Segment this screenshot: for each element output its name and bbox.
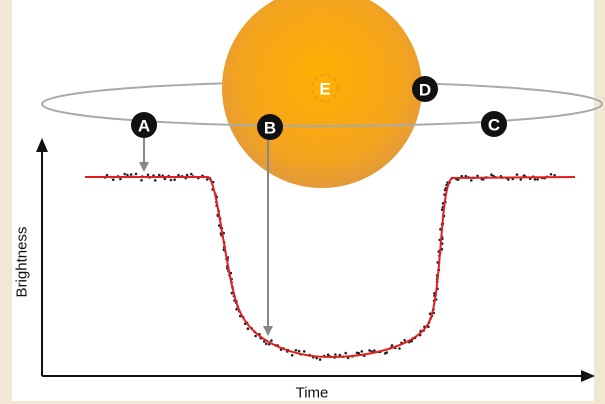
measurement-dot	[112, 178, 115, 181]
measurement-dot	[123, 173, 126, 176]
measurement-dot	[391, 344, 394, 347]
measurement-dot	[170, 179, 173, 182]
measurement-dot	[173, 178, 176, 181]
measurement-dot	[130, 173, 133, 176]
measurement-dot	[368, 349, 371, 352]
point-e-label: E	[319, 80, 330, 99]
measurement-dot	[291, 354, 294, 357]
measurement-dot	[534, 178, 537, 181]
x-axis-label: Time	[296, 385, 329, 402]
measurement-dot	[403, 339, 406, 342]
y-axis-label: Brightness	[14, 227, 31, 298]
point-b-label: B	[264, 119, 276, 138]
measurement-dot	[254, 335, 257, 338]
measurement-dot	[361, 350, 364, 353]
measurement-dot	[398, 347, 401, 350]
point-a-label: A	[138, 117, 150, 136]
measurement-dot	[357, 352, 360, 355]
measurement-dot	[334, 353, 337, 356]
measurement-dot	[470, 179, 473, 182]
point-d-label: D	[419, 81, 431, 100]
measurement-dot	[536, 178, 539, 181]
measurement-dot	[303, 350, 306, 353]
measurement-dot	[190, 173, 193, 176]
measurement-dot	[516, 173, 519, 176]
measurement-dot	[520, 178, 523, 181]
point-c-label: C	[488, 116, 500, 135]
measurement-dot	[119, 178, 122, 181]
page: Brightness Time E A B C D (() => { const…	[0, 0, 605, 404]
measurement-dot	[295, 349, 298, 352]
transit-diagram: Brightness Time E A B C D	[0, 0, 605, 404]
measurement-dot	[206, 178, 209, 181]
measurement-dot	[247, 327, 250, 330]
measurement-dot	[298, 350, 301, 353]
measurement-dot	[135, 173, 138, 176]
measurement-dot	[386, 351, 389, 354]
measurement-dot	[140, 179, 143, 182]
measurement-dot	[344, 352, 347, 355]
measurement-dot	[154, 179, 157, 182]
measurement-dot	[265, 343, 268, 346]
measurement-dot	[270, 339, 273, 342]
measurement-dot	[507, 178, 510, 181]
measurement-dot	[147, 174, 150, 177]
measurement-dot	[319, 358, 322, 361]
measurement-dot	[550, 173, 553, 176]
